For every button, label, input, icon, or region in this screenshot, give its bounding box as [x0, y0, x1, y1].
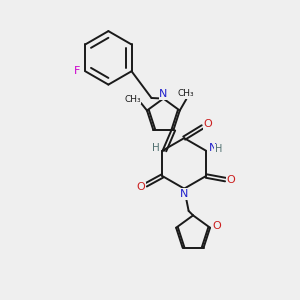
Text: O: O [136, 182, 145, 192]
Text: O: O [212, 221, 221, 231]
Text: H: H [215, 144, 222, 154]
Text: F: F [74, 66, 80, 76]
Text: CH₃: CH₃ [178, 89, 195, 98]
Text: H: H [152, 143, 160, 153]
Text: O: O [226, 175, 235, 184]
Text: CH₃: CH₃ [124, 95, 141, 104]
Text: N: N [208, 143, 217, 153]
Text: N: N [159, 89, 168, 99]
Text: O: O [204, 119, 212, 129]
Text: N: N [180, 189, 188, 199]
